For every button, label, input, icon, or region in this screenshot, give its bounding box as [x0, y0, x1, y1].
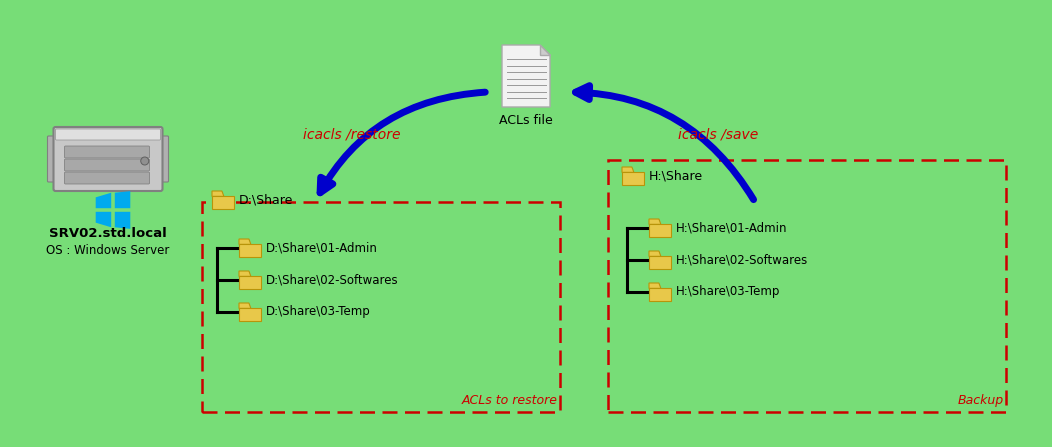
- Text: Backup: Backup: [958, 394, 1004, 407]
- Text: icacls /save: icacls /save: [677, 128, 758, 142]
- Polygon shape: [622, 167, 634, 173]
- Polygon shape: [239, 239, 250, 245]
- Polygon shape: [239, 245, 261, 257]
- Text: D:\Share\03-Temp: D:\Share\03-Temp: [266, 305, 370, 319]
- FancyBboxPatch shape: [54, 127, 162, 191]
- Polygon shape: [649, 283, 661, 288]
- Text: D:\Share: D:\Share: [239, 194, 294, 207]
- Polygon shape: [115, 191, 130, 208]
- Polygon shape: [213, 196, 234, 209]
- Polygon shape: [649, 251, 661, 257]
- Polygon shape: [213, 191, 224, 196]
- Polygon shape: [115, 212, 130, 229]
- FancyArrowPatch shape: [575, 86, 753, 200]
- Circle shape: [141, 157, 148, 165]
- Polygon shape: [239, 276, 261, 289]
- Text: ACLs file: ACLs file: [499, 114, 553, 127]
- Polygon shape: [649, 224, 671, 237]
- Text: OS : Windows Server: OS : Windows Server: [46, 244, 169, 257]
- Polygon shape: [649, 219, 661, 224]
- Text: H:\Share\03-Temp: H:\Share\03-Temp: [676, 286, 781, 299]
- FancyBboxPatch shape: [64, 159, 149, 171]
- Polygon shape: [96, 193, 112, 208]
- Polygon shape: [540, 45, 550, 55]
- Polygon shape: [239, 308, 261, 321]
- FancyBboxPatch shape: [47, 136, 57, 182]
- Text: H:\Share: H:\Share: [649, 169, 703, 182]
- FancyBboxPatch shape: [160, 136, 168, 182]
- Text: H:\Share\02-Softwares: H:\Share\02-Softwares: [676, 253, 808, 266]
- Text: D:\Share\01-Admin: D:\Share\01-Admin: [266, 241, 378, 254]
- Text: D:\Share\02-Softwares: D:\Share\02-Softwares: [266, 274, 399, 287]
- Polygon shape: [502, 45, 550, 107]
- Polygon shape: [239, 271, 250, 276]
- FancyBboxPatch shape: [56, 129, 161, 140]
- Polygon shape: [649, 257, 671, 269]
- Text: ACLs to restore: ACLs to restore: [462, 394, 558, 407]
- Text: icacls /restore: icacls /restore: [303, 128, 401, 142]
- Polygon shape: [239, 303, 250, 308]
- Polygon shape: [622, 173, 644, 185]
- Polygon shape: [96, 212, 112, 228]
- FancyBboxPatch shape: [64, 172, 149, 184]
- Text: H:\Share\01-Admin: H:\Share\01-Admin: [676, 222, 788, 235]
- FancyArrowPatch shape: [320, 92, 485, 193]
- Polygon shape: [649, 288, 671, 301]
- FancyBboxPatch shape: [64, 146, 149, 158]
- Text: SRV02.std.local: SRV02.std.local: [49, 227, 167, 240]
